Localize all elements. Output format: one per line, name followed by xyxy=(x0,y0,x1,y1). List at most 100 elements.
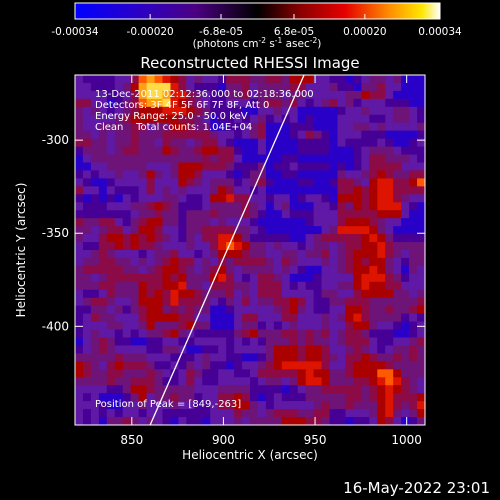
heatmap-cell xyxy=(106,146,116,156)
heatmap-cell xyxy=(122,130,132,140)
heatmap-cell xyxy=(178,353,187,362)
heatmap-cell xyxy=(98,186,108,195)
heatmap-cell xyxy=(82,377,92,386)
heatmap-cell xyxy=(242,377,251,386)
heatmap-cell xyxy=(321,361,331,370)
heatmap-cell xyxy=(90,146,100,156)
heatmap-cell xyxy=(329,297,339,307)
heatmap-cell xyxy=(114,122,124,132)
heatmap-cell xyxy=(178,297,187,307)
heatmap-cell xyxy=(369,242,378,251)
heatmap-cell xyxy=(273,305,283,315)
heatmap-cell xyxy=(361,353,370,362)
heatmap-cell xyxy=(234,178,243,187)
heatmap-cell xyxy=(186,210,195,219)
heatmap-cell xyxy=(417,226,425,235)
heatmap-cell xyxy=(385,178,394,187)
heatmap-cell xyxy=(393,98,402,108)
heatmap-cell xyxy=(138,162,148,172)
heatmap-cell xyxy=(82,122,92,132)
heatmap-cell xyxy=(162,273,172,283)
heatmap-cell xyxy=(170,138,179,148)
heatmap-cell xyxy=(369,321,378,331)
heatmap-cell xyxy=(114,393,124,402)
heatmap-cell xyxy=(313,385,323,394)
heatmap-cell xyxy=(226,329,235,339)
heatmap-cell xyxy=(226,130,235,140)
heatmap-cell xyxy=(98,234,108,243)
heatmap-cell xyxy=(162,345,172,354)
heatmap-cell xyxy=(297,154,307,164)
heatmap-cell xyxy=(377,257,386,267)
heatmap-cell xyxy=(353,210,362,219)
heatmap-cell xyxy=(194,401,203,410)
heatmap-cell xyxy=(122,226,132,235)
heatmap-cell xyxy=(250,122,259,132)
heatmap-cell xyxy=(417,122,425,132)
heatmap-cell xyxy=(130,393,140,402)
heatmap-cell xyxy=(369,170,378,179)
heatmap-cell xyxy=(409,218,418,227)
heatmap-cell xyxy=(122,154,132,164)
heatmap-image xyxy=(75,75,425,425)
heatmap-cell xyxy=(329,138,339,148)
heatmap-cell xyxy=(154,90,164,100)
heatmap-cell xyxy=(329,178,339,187)
heatmap-cell xyxy=(417,138,425,148)
heatmap-cell xyxy=(337,257,347,267)
heatmap-cell xyxy=(114,329,124,339)
heatmap-cell xyxy=(289,146,299,156)
heatmap-cell xyxy=(337,234,347,243)
heatmap-cell xyxy=(218,393,227,402)
heatmap-cell xyxy=(361,369,370,378)
heatmap-cell xyxy=(90,257,100,267)
heatmap-cell xyxy=(377,305,386,315)
heatmap-cell xyxy=(369,377,378,386)
colorbar-tick-label: -0.00034 xyxy=(51,26,99,38)
heatmap-cell xyxy=(75,98,84,108)
heatmap-cell xyxy=(250,361,259,370)
heatmap-cell xyxy=(417,273,425,283)
heatmap-cell xyxy=(138,369,148,378)
heatmap-cell xyxy=(226,114,235,124)
heatmap-cell xyxy=(202,417,211,425)
heatmap-cell xyxy=(257,377,267,386)
heatmap-cell xyxy=(313,329,323,339)
heatmap-cell xyxy=(281,321,291,331)
heatmap-cell xyxy=(417,417,425,425)
heatmap-cell xyxy=(289,90,299,100)
heatmap-cell xyxy=(361,393,370,402)
heatmap-cell xyxy=(82,130,92,140)
heatmap-cell xyxy=(369,122,378,132)
heatmap-cell xyxy=(257,305,267,315)
heatmap-cell xyxy=(369,297,378,307)
heatmap-cell xyxy=(305,369,315,378)
heatmap-cell xyxy=(385,369,394,378)
heatmap-cell xyxy=(265,305,275,315)
heatmap-cell xyxy=(138,114,148,124)
heatmap-cell xyxy=(265,250,275,259)
heatmap-cell xyxy=(393,385,402,394)
heatmap-cell xyxy=(106,154,116,164)
heatmap-cell xyxy=(257,98,267,108)
heatmap-cell xyxy=(122,146,132,156)
heatmap-cell xyxy=(265,194,275,203)
heatmap-cell xyxy=(210,345,219,354)
heatmap-cell xyxy=(369,417,378,425)
heatmap-cell xyxy=(234,194,243,203)
heatmap-cell xyxy=(337,385,347,394)
heatmap-cell xyxy=(289,250,299,259)
heatmap-cell xyxy=(361,130,370,140)
heatmap-cell xyxy=(130,178,140,187)
heatmap-cell xyxy=(401,377,410,386)
heatmap-cell xyxy=(146,162,156,172)
heatmap-cell xyxy=(353,385,362,394)
heatmap-cell xyxy=(321,242,331,251)
heatmap-cell xyxy=(170,75,179,84)
heatmap-cell xyxy=(106,162,116,172)
heatmap-cell xyxy=(106,186,116,195)
heatmap-cell xyxy=(146,265,156,275)
heatmap-cell xyxy=(369,114,378,124)
heatmap-cell xyxy=(313,369,323,378)
heatmap-cell xyxy=(186,369,195,378)
